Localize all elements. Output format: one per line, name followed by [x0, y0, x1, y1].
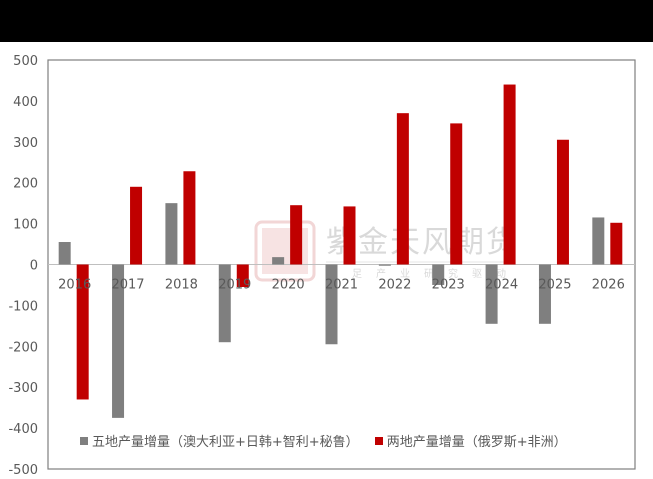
bar-two-regions-2022: [396, 113, 409, 265]
bar-five-regions-2026: [592, 217, 605, 265]
y-tick-label: 300: [13, 136, 38, 151]
legend-label-two-regions: 两地产量增量（俄罗斯+非洲）: [386, 435, 567, 450]
bar-five-regions-2017: [112, 264, 125, 418]
x-tick-label: 2020: [272, 278, 305, 293]
legend-label-five-regions: 五地产量增量（澳大利亚+日韩+智利+秘鲁）: [92, 435, 359, 450]
watermark-text: 紫金天风期货: [326, 225, 518, 260]
bar-two-regions-2026: [610, 222, 623, 265]
bar-five-regions-2018: [165, 203, 178, 265]
bar-two-regions-2024: [503, 84, 516, 265]
y-tick-label: 400: [13, 95, 38, 110]
bar-five-regions-2021: [325, 264, 338, 345]
x-tick-label: 2025: [538, 278, 571, 293]
legend: 五地产量增量（澳大利亚+日韩+智利+秘鲁） 两地产量增量（俄罗斯+非洲）: [80, 431, 567, 450]
axes: 500 400 300 200 100 0 -100 -200 -300 -400 -500: [8, 54, 636, 478]
y-tick-label: 0: [30, 259, 38, 274]
bar-five-regions-2022: [378, 264, 391, 266]
bar-five-regions-2025: [538, 264, 551, 324]
bar-five-regions-2019: [218, 264, 231, 343]
bar-two-regions-2019: [236, 264, 249, 287]
bars: [58, 84, 623, 418]
legend-item-two-regions: 两地产量增量（俄罗斯+非洲）: [374, 431, 567, 450]
y-tick-label: -200: [8, 340, 38, 355]
top-black-band: [0, 0, 653, 42]
x-tick-label: 2022: [378, 278, 411, 293]
bar-two-regions-2021: [343, 206, 356, 265]
bar-two-regions-2018: [183, 171, 196, 265]
bar-five-regions-2024: [485, 264, 498, 324]
bar-five-regions-2020: [272, 257, 285, 265]
x-tick-label: 2023: [432, 278, 465, 293]
bar-five-regions-2016: [58, 242, 71, 265]
y-tick-label: 200: [13, 177, 38, 192]
x-tick-label: 2019: [218, 278, 251, 293]
bar-five-regions-2023: [432, 264, 445, 285]
x-tick-label: 2017: [111, 278, 144, 293]
legend-item-five-regions: 五地产量增量（澳大利亚+日韩+智利+秘鲁）: [80, 431, 359, 450]
bar-two-regions-2016: [76, 264, 89, 400]
y-tick-label: -500: [8, 463, 38, 478]
y-tick-label: 100: [13, 218, 38, 233]
x-tick-label: 2018: [165, 278, 198, 293]
watermark-subtitle: 立足产业研究驱动: [328, 267, 520, 280]
x-tick-label: 2021: [325, 278, 358, 293]
bar-two-regions-2025: [556, 139, 569, 265]
y-tick-label: -300: [8, 381, 38, 396]
x-axis-labels: 2016 2017 2018 2019 2020 2021 2022 2023 2024 2025…: [58, 278, 625, 293]
bar-two-regions-2017: [130, 186, 143, 265]
y-tick-label: -100: [8, 299, 38, 314]
legend-swatch-gray: [80, 436, 88, 445]
legend-swatch-red: [374, 436, 383, 445]
y-tick-label: 500: [13, 54, 38, 69]
x-tick-label: 2016: [58, 278, 91, 293]
x-tick-label: 2026: [592, 278, 625, 293]
watermark: 紫金天风期货 立足产业研究驱动: [254, 220, 520, 282]
y-tick-label: -400: [8, 422, 38, 437]
x-tick-label: 2024: [485, 278, 518, 293]
bar-two-regions-2020: [290, 205, 303, 265]
bar-two-regions-2023: [450, 123, 463, 265]
